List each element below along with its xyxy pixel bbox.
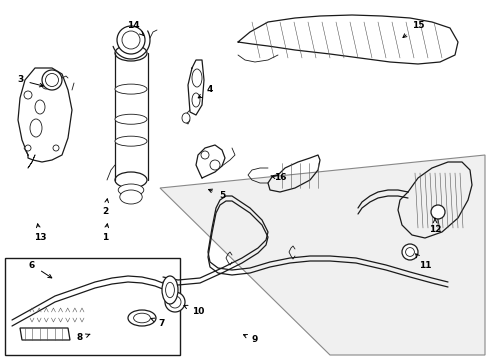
Text: 15: 15: [402, 21, 424, 37]
Text: 10: 10: [183, 305, 204, 316]
Circle shape: [164, 292, 184, 312]
Circle shape: [169, 296, 181, 308]
Circle shape: [42, 70, 62, 90]
Polygon shape: [160, 155, 484, 355]
Ellipse shape: [133, 313, 150, 323]
Ellipse shape: [53, 145, 59, 151]
Ellipse shape: [115, 136, 147, 146]
Text: 16: 16: [270, 174, 285, 183]
Circle shape: [45, 73, 59, 86]
Circle shape: [122, 31, 140, 49]
Text: 6: 6: [29, 261, 52, 278]
Text: 12: 12: [428, 219, 440, 234]
Text: 8: 8: [77, 333, 90, 342]
Ellipse shape: [120, 190, 142, 204]
Ellipse shape: [115, 114, 147, 124]
Text: 3: 3: [17, 76, 43, 87]
Bar: [5, 258, 180, 355]
Circle shape: [430, 205, 444, 219]
Text: 14: 14: [126, 21, 143, 35]
Ellipse shape: [42, 81, 50, 89]
Circle shape: [201, 151, 208, 159]
Ellipse shape: [192, 93, 200, 107]
Circle shape: [401, 244, 417, 260]
Ellipse shape: [24, 91, 32, 99]
Ellipse shape: [115, 45, 147, 61]
Ellipse shape: [115, 172, 147, 188]
Text: 5: 5: [208, 189, 224, 199]
Text: 2: 2: [102, 199, 108, 216]
Polygon shape: [20, 328, 70, 340]
Text: 13: 13: [34, 224, 46, 243]
Text: 7: 7: [151, 318, 165, 328]
Text: 4: 4: [198, 85, 213, 98]
Ellipse shape: [118, 184, 143, 196]
Ellipse shape: [30, 119, 42, 137]
Circle shape: [117, 26, 145, 54]
Text: 9: 9: [243, 334, 258, 345]
Ellipse shape: [35, 100, 45, 114]
Ellipse shape: [192, 69, 202, 87]
Ellipse shape: [128, 310, 156, 326]
Ellipse shape: [25, 145, 31, 151]
Circle shape: [209, 160, 220, 170]
Ellipse shape: [115, 84, 147, 94]
Ellipse shape: [165, 282, 174, 298]
Text: 11: 11: [415, 254, 430, 270]
Circle shape: [405, 248, 413, 256]
Text: 1: 1: [102, 224, 108, 243]
Ellipse shape: [162, 276, 178, 304]
Ellipse shape: [182, 113, 190, 123]
